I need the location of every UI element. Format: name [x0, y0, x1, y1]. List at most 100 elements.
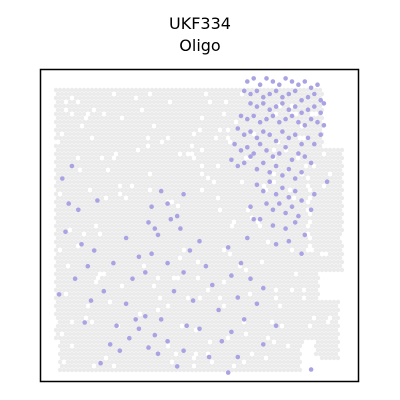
background-spot: [189, 327, 195, 333]
background-spot: [125, 271, 131, 277]
background-spot: [321, 239, 327, 245]
background-spot: [115, 179, 121, 185]
background-spot: [189, 367, 195, 373]
background-spot: [107, 171, 113, 177]
background-spot: [75, 195, 81, 201]
background-spot: [73, 263, 79, 269]
background-spot: [177, 271, 183, 277]
background-spot: [175, 115, 181, 121]
background-spot: [217, 103, 223, 109]
background-spot: [219, 203, 225, 209]
background-spot: [189, 183, 195, 189]
background-spot: [207, 107, 213, 113]
background-spot: [313, 183, 319, 189]
background-spot: [281, 191, 287, 197]
background-spot: [253, 239, 259, 245]
background-spot: [253, 191, 259, 197]
background-spot: [241, 247, 247, 253]
background-spot: [171, 315, 177, 321]
background-spot: [133, 223, 139, 229]
background-spot: [285, 199, 291, 205]
data-point: [292, 220, 298, 225]
background-spot: [283, 355, 289, 361]
background-spot: [63, 251, 69, 257]
background-spot: [127, 347, 133, 353]
background-spot: [93, 191, 99, 197]
background-spot: [125, 231, 131, 237]
background-spot: [237, 167, 243, 173]
background-spot: [131, 187, 137, 193]
data-point: [136, 326, 142, 332]
background-spot: [81, 327, 87, 333]
background-spot: [179, 275, 185, 281]
background-spot: [109, 311, 115, 317]
background-spot: [85, 247, 91, 253]
background-spot: [67, 363, 73, 369]
background-spot: [283, 179, 289, 185]
background-spot: [241, 271, 247, 277]
background-spot: [263, 179, 269, 185]
background-spot: [257, 311, 263, 317]
background-spot: [339, 203, 345, 209]
background-spot: [321, 207, 327, 213]
background-spot: [187, 267, 193, 273]
background-spot: [125, 183, 131, 189]
background-spot: [107, 307, 113, 313]
background-spot: [65, 319, 71, 325]
background-spot: [253, 127, 259, 133]
background-spot: [167, 115, 173, 121]
background-spot: [269, 127, 275, 133]
background-spot: [215, 251, 221, 257]
background-spot: [187, 195, 193, 201]
background-spot: [155, 147, 161, 153]
background-spot: [223, 355, 229, 361]
background-spot: [151, 267, 157, 273]
background-spot: [221, 143, 227, 149]
background-spot: [205, 319, 211, 325]
background-spot: [333, 319, 339, 325]
background-spot: [161, 167, 167, 173]
background-spot: [173, 319, 179, 325]
background-spot: [271, 187, 277, 193]
background-spot: [311, 235, 317, 241]
background-spot: [223, 147, 229, 153]
background-spot: [211, 227, 217, 233]
background-spot: [95, 131, 101, 137]
data-point: [79, 242, 84, 247]
background-spot: [175, 131, 181, 137]
background-spot: [285, 359, 291, 365]
background-spot: [265, 255, 271, 261]
background-spot: [115, 211, 121, 217]
background-spot: [155, 267, 161, 273]
background-spot: [217, 223, 223, 229]
background-spot: [261, 151, 267, 157]
background-spot: [109, 231, 115, 237]
data-point: [76, 207, 81, 213]
background-spot: [115, 123, 121, 129]
background-spot: [201, 279, 207, 285]
background-spot: [95, 203, 101, 209]
background-spot: [119, 291, 125, 297]
background-spot: [263, 323, 269, 329]
background-spot: [317, 87, 323, 93]
background-spot: [69, 215, 75, 221]
background-spot: [313, 351, 319, 357]
background-spot: [251, 195, 257, 201]
background-spot: [197, 143, 203, 149]
background-spot: [87, 235, 93, 241]
background-spot: [281, 303, 287, 309]
background-spot: [93, 239, 99, 245]
background-spot: [163, 315, 169, 321]
background-spot: [181, 127, 187, 133]
background-spot: [321, 263, 327, 269]
background-spot: [249, 335, 255, 341]
background-spot: [219, 251, 225, 257]
background-spot: [235, 235, 241, 241]
background-spot: [263, 307, 269, 313]
background-spot: [127, 235, 133, 241]
background-spot: [85, 87, 91, 93]
data-point: [305, 135, 311, 141]
background-spot: [135, 347, 141, 353]
background-spot: [149, 143, 155, 149]
background-spot: [109, 207, 115, 213]
